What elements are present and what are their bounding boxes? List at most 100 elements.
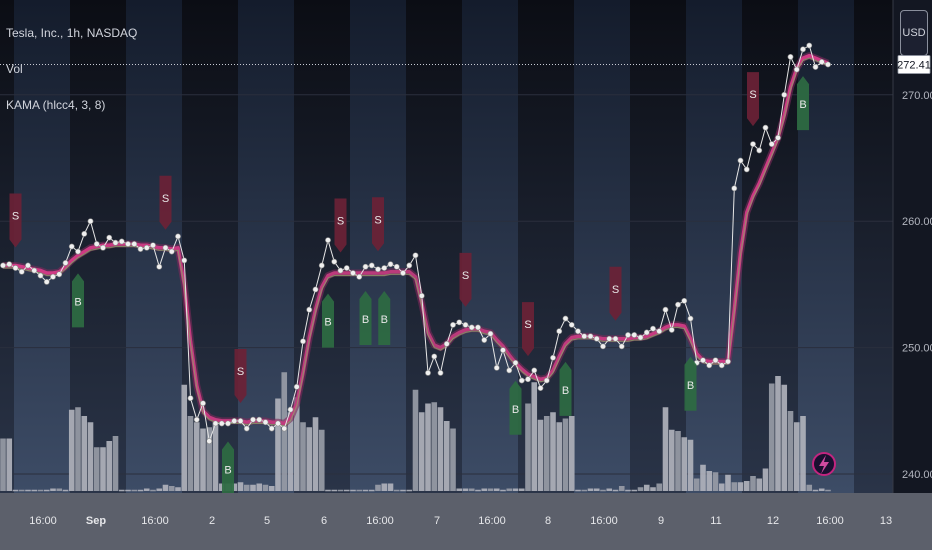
price-point: [675, 301, 681, 308]
price-point: [43, 278, 50, 285]
price-point: [387, 261, 394, 268]
volume-bar: [56, 488, 63, 491]
price-point: [581, 333, 588, 340]
lightning-icon[interactable]: [812, 452, 836, 476]
sell-signal: S: [159, 175, 172, 230]
volume-bar: [675, 431, 681, 491]
price-point: [62, 260, 69, 266]
volume-bar: [600, 489, 606, 492]
time-tick-label: 16:00: [366, 515, 394, 527]
time-scale[interactable]: [0, 493, 932, 550]
price-point: [337, 267, 344, 274]
price-scale[interactable]: [893, 0, 932, 493]
price-point: [731, 185, 738, 192]
signal-label: B: [224, 464, 231, 476]
signal-label: B: [562, 385, 569, 397]
price-point: [518, 377, 525, 384]
volume-bar: [100, 447, 106, 491]
price-point: [187, 395, 194, 402]
price-point: [250, 416, 256, 423]
price-point: [500, 347, 506, 354]
price-point: [668, 327, 675, 333]
time-tick-label: 2: [209, 515, 215, 527]
price-point: [456, 319, 463, 326]
signal-label: S: [462, 270, 469, 282]
time-tick-label: 16:00: [478, 515, 506, 527]
volume-bar: [137, 489, 144, 492]
volume-bar: [168, 486, 175, 491]
price-point: [37, 272, 44, 279]
price-point: [556, 328, 563, 335]
volume-bar: [543, 416, 550, 491]
session-band: [14, 0, 70, 493]
volume-bar: [687, 439, 694, 491]
price-point: [6, 261, 13, 268]
price-point: [787, 53, 794, 60]
price-point: [368, 262, 375, 269]
time-tick-label: 16:00: [141, 515, 169, 527]
currency-button[interactable]: USD: [900, 10, 928, 56]
price-point: [12, 265, 19, 271]
volume-bar: [250, 484, 256, 491]
volume-bar: [662, 407, 669, 491]
price-point: [468, 324, 475, 331]
volume-bar: [562, 418, 569, 491]
volume-legend: Vol: [6, 62, 23, 76]
price-point: [493, 364, 500, 371]
price-point: [81, 230, 88, 237]
volume-bar: [356, 489, 363, 492]
price-point: [312, 286, 319, 293]
price-point: [587, 333, 594, 340]
volume-bar: [456, 488, 463, 491]
volume-bar: [643, 484, 650, 491]
volume-bar: [293, 397, 300, 491]
price-point: [131, 241, 138, 247]
price-point: [331, 258, 338, 265]
volume-bar: [800, 416, 806, 491]
buy-signal: B: [797, 76, 809, 131]
price-point: [406, 262, 413, 269]
price-point: [68, 243, 75, 250]
price-point: [756, 147, 763, 154]
volume-bar: [781, 384, 788, 491]
buy-signal: B: [222, 441, 234, 496]
signal-label: S: [12, 210, 19, 222]
price-point: [718, 362, 725, 369]
volume-bar: [18, 489, 25, 492]
volume-bar: [231, 483, 238, 491]
price-point: [87, 218, 94, 225]
volume-bar: [75, 407, 81, 491]
price-point: [437, 370, 444, 376]
signal-label: S: [337, 216, 344, 228]
sell-signal: S: [849, 0, 856, 3]
volume-bar: [50, 488, 56, 491]
volume-bar: [262, 484, 269, 491]
price-point: [575, 328, 581, 335]
volume-bar: [793, 422, 800, 491]
volume-bar: [237, 482, 244, 491]
price-point: [481, 337, 488, 343]
volume-bar: [156, 488, 163, 491]
volume-bar: [275, 398, 281, 491]
time-tick-label: 5: [264, 515, 270, 527]
volume-bar: [637, 487, 644, 491]
signal-label: S: [849, 0, 856, 3]
price-point: [643, 329, 650, 336]
volume-bar: [656, 483, 663, 491]
time-tick-label: 7: [434, 515, 440, 527]
price-point: [375, 266, 381, 273]
price-point: [712, 357, 719, 364]
volume-bar: [412, 389, 419, 491]
price-point: [793, 66, 800, 73]
signal-label: B: [362, 314, 369, 326]
price-point: [656, 328, 663, 335]
sell-signal: S: [9, 193, 22, 248]
session-band: [462, 0, 518, 493]
time-tick-label: Sep: [86, 515, 106, 527]
volume-bar: [300, 422, 306, 491]
session-band: [574, 0, 630, 493]
volume-bar: [37, 489, 44, 492]
price-point: [293, 383, 300, 390]
volume-bar: [181, 384, 188, 491]
